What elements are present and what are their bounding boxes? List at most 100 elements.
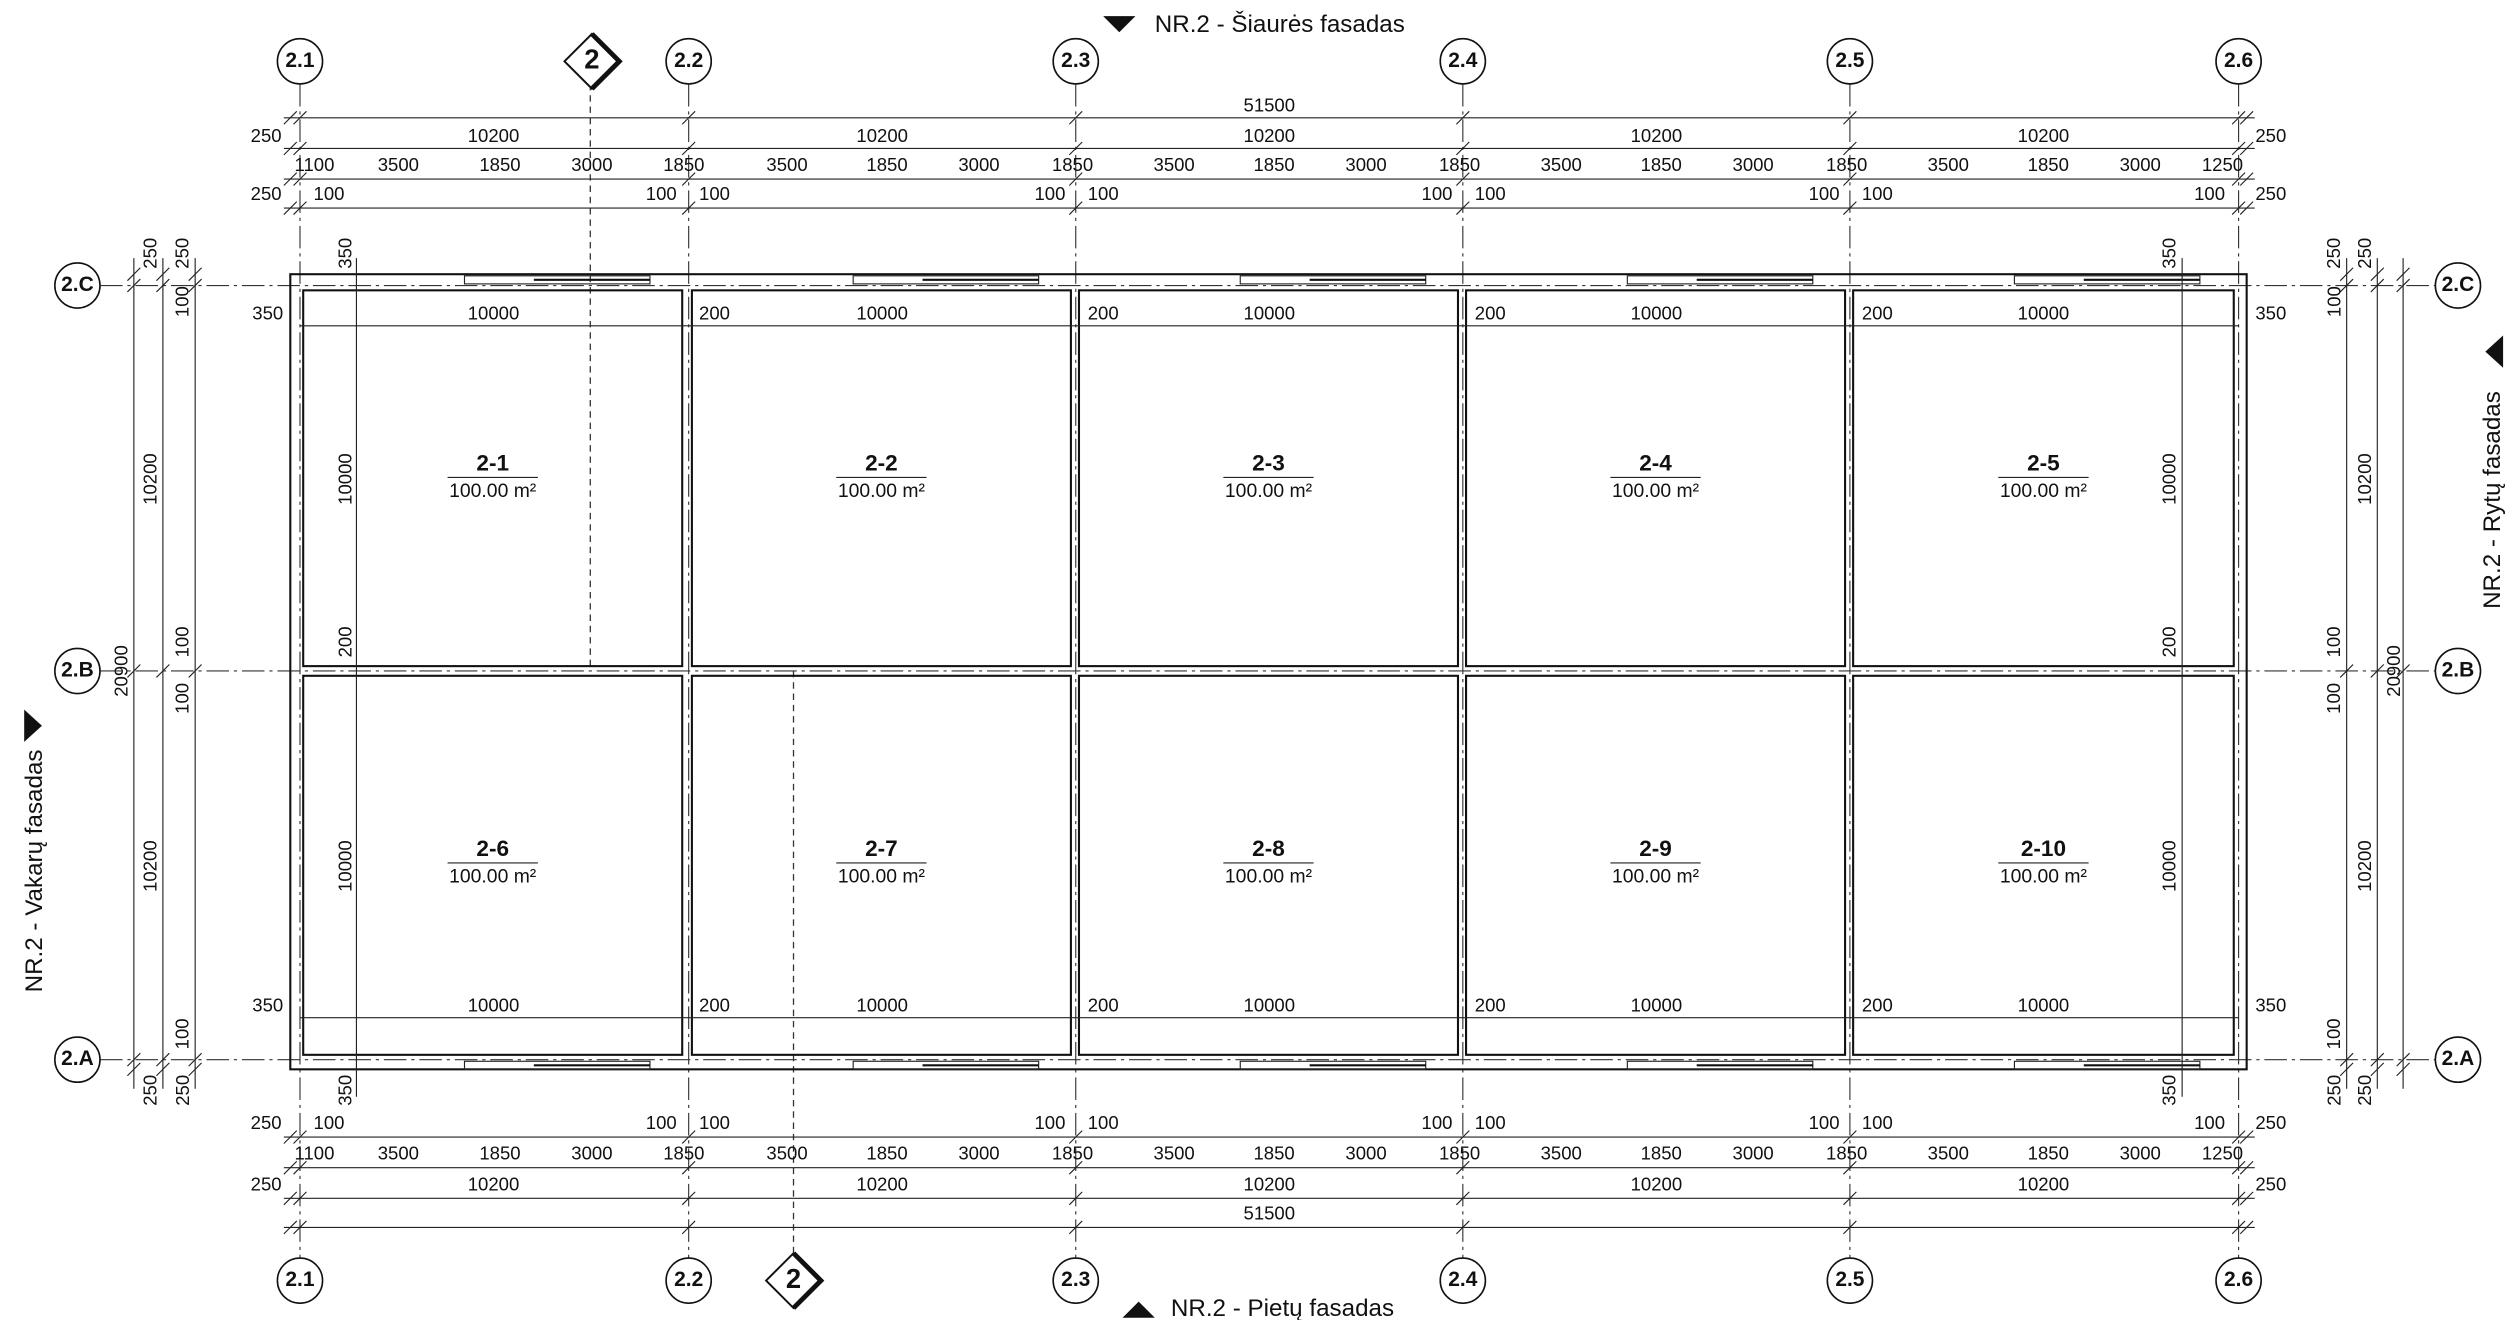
- grid-bubble: [2215, 1257, 2262, 1304]
- dimension-tick: [283, 201, 298, 215]
- section-arrow: [590, 32, 623, 91]
- grid-label: 2.B: [61, 658, 94, 681]
- room-area: 100.00 m²: [838, 480, 926, 502]
- dimension-tick: [1068, 1130, 1083, 1144]
- north-elevation-marker: [1103, 16, 1136, 33]
- grid-bubble: [54, 647, 101, 695]
- dimension-label: 1850: [1254, 1143, 1295, 1164]
- dimension-label: 100: [172, 683, 193, 714]
- dimension-label: 10200: [468, 125, 520, 146]
- dimension-tick: [283, 172, 298, 186]
- dimension-label: 100: [1475, 183, 1506, 204]
- dimension-label: 200: [699, 994, 730, 1015]
- grid-bubble: [54, 262, 101, 309]
- dimension-tick: [1843, 1130, 1857, 1144]
- room-wall: [1077, 289, 1460, 668]
- dimension-tick: [188, 664, 203, 678]
- dimension-label: 250: [139, 238, 160, 269]
- dimension-label: 200: [1088, 302, 1119, 323]
- dimension-tick: [681, 172, 696, 186]
- dimension-label: 100: [1809, 1112, 1840, 1133]
- room-area: 100.00 m²: [2000, 480, 2088, 502]
- dimension-tick: [2339, 1052, 2354, 1067]
- grid-bubble: [2434, 262, 2482, 309]
- dimension-tick: [2231, 141, 2246, 156]
- dimension-label: 100: [1034, 1112, 1065, 1133]
- room-area: 100.00 m²: [2000, 866, 2088, 888]
- dimension-label: 200: [1862, 302, 1893, 323]
- grid-label: 2.4: [1448, 1268, 1477, 1291]
- room-area: 100.00 m²: [449, 866, 537, 888]
- dimension-tick: [293, 1160, 307, 1175]
- dimension-label: 3000: [2120, 154, 2161, 175]
- dimension-label: 100: [646, 1112, 677, 1133]
- grid-bubble: [276, 1257, 324, 1304]
- dimension-tick: [2396, 278, 2410, 293]
- dimension-label: 10200: [2354, 840, 2375, 892]
- grid-label: 2.A: [2442, 1047, 2475, 1070]
- dimension-tick: [2339, 1062, 2354, 1077]
- dimension-tick: [1068, 201, 1083, 215]
- dimension-label: 3500: [1154, 1143, 1195, 1164]
- grid-bubble: [665, 37, 713, 85]
- dimension-label: 20900: [110, 645, 131, 697]
- dimension-label: 3500: [1928, 1143, 1969, 1164]
- room-wall: [690, 674, 1072, 1056]
- grid-label: 2.6: [2224, 1268, 2253, 1291]
- dimension-tick: [1068, 110, 1083, 125]
- dimension-label: 100: [1088, 1112, 1119, 1133]
- grid-label: 2.1: [285, 49, 314, 72]
- room-number: 2-3: [1252, 450, 1285, 475]
- grid-bubble: [276, 37, 324, 85]
- dimension-tick: [1068, 1191, 1083, 1206]
- dimension-label: 3500: [378, 154, 419, 175]
- room-wall: [1077, 674, 1460, 1056]
- dimension-label: 1850: [1641, 1143, 1682, 1164]
- dimension-label: 3000: [1733, 1143, 1774, 1164]
- dimension-tick: [127, 1052, 141, 1067]
- room-wall: [302, 674, 684, 1056]
- dimension-label: 200: [335, 626, 356, 657]
- grid-label: 2.3: [1061, 1268, 1090, 1291]
- dimension-label: 3500: [1541, 154, 1582, 175]
- grid-label: 2.B: [2442, 658, 2475, 681]
- dimension-tick: [2231, 201, 2246, 215]
- dimension-label: 1850: [1826, 154, 1867, 175]
- dimension-tick: [283, 1191, 298, 1206]
- dimension-label: 10000: [1244, 994, 1296, 1015]
- outer-wall: [289, 273, 2248, 1071]
- dimension-tick: [156, 1062, 170, 1077]
- dimension-label: 10200: [856, 125, 908, 146]
- grid-bubble: [1052, 37, 1100, 85]
- section-arrow: [791, 1251, 825, 1310]
- grid-label: 2.3: [1061, 49, 1090, 72]
- dimension-label: 250: [251, 1112, 282, 1133]
- west-elevation-marker: [24, 709, 42, 742]
- dimension-tick: [293, 1191, 307, 1206]
- dimension-tick: [2396, 664, 2410, 678]
- room-wall: [1852, 674, 2235, 1056]
- dimension-label: 10200: [2018, 125, 2070, 146]
- room-wall: [690, 289, 1072, 668]
- dimension-label: 10000: [1244, 302, 1296, 323]
- dimension-label: 1850: [866, 154, 907, 175]
- dimension-label: 350: [2255, 994, 2286, 1015]
- dimension-label: 1850: [1439, 1143, 1480, 1164]
- dimension-tick: [293, 141, 307, 156]
- dimension-label: 1850: [2028, 1143, 2069, 1164]
- dimension-tick: [188, 1062, 203, 1077]
- dimension-label: 10000: [2018, 994, 2070, 1015]
- dimension-tick: [2396, 267, 2410, 282]
- dimension-label: 100: [2194, 1112, 2225, 1133]
- dimension-label: 1850: [2028, 154, 2069, 175]
- dimension-label: 250: [2255, 1112, 2286, 1133]
- dimension-tick: [1455, 110, 1470, 125]
- dimension-label: 10200: [2018, 1173, 2070, 1194]
- grid-label: 2.C: [2442, 273, 2475, 296]
- dimension-tick: [2370, 278, 2385, 293]
- dimension-label: 10200: [468, 1173, 520, 1194]
- grid-label: 2.A: [61, 1047, 94, 1070]
- dimension-label: 200: [1862, 994, 1893, 1015]
- dimension-tick: [2239, 141, 2254, 156]
- grid-bubble: [2434, 647, 2482, 695]
